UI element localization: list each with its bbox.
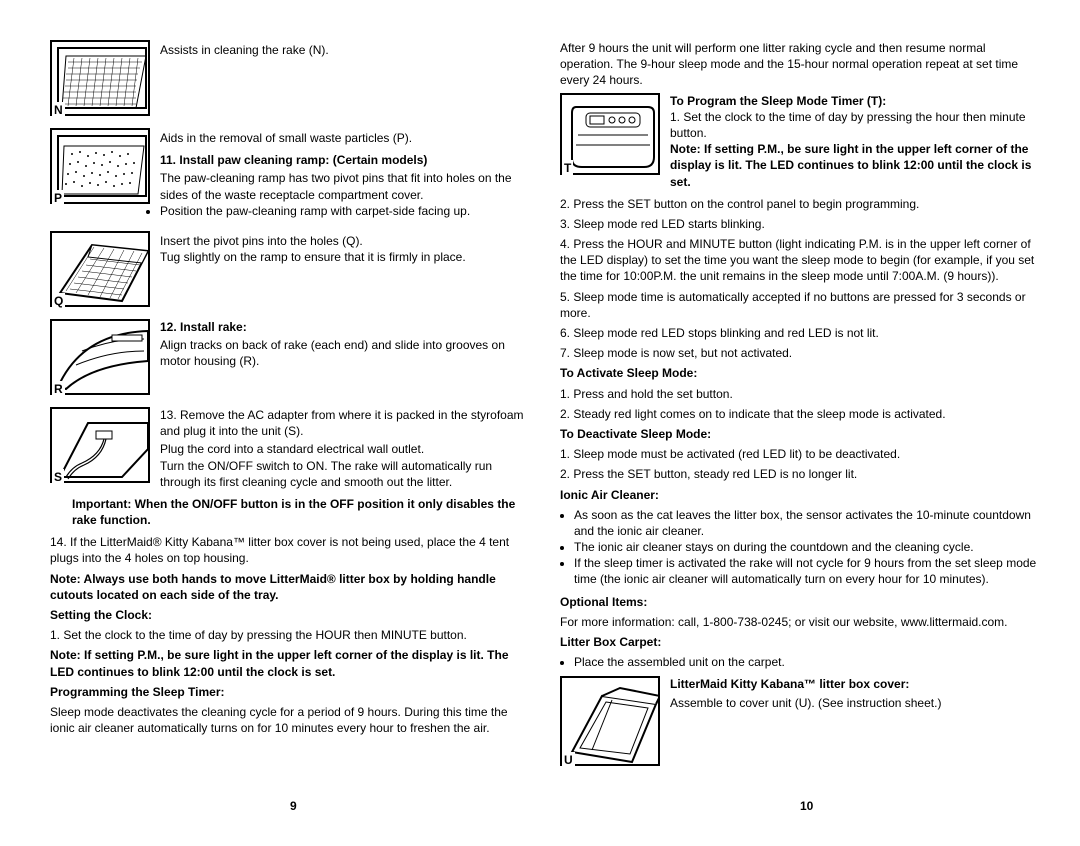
figure-r: R [50,319,150,395]
figure-p-label: P [52,190,64,206]
heading-carpet: Litter Box Carpet: [560,634,1040,650]
program-2: 2. Press the SET button on the control p… [560,196,1040,212]
ionic-1: As soon as the cat leaves the litter box… [574,507,1040,539]
figure-s: S [50,407,150,483]
heading-ionic: Ionic Air Cleaner: [560,487,1040,503]
section-r: R 12. Install rake: Align tracks on back… [50,319,530,401]
figure-r-label: R [52,381,65,397]
step14-text: 14. If the LitterMaid® Kitty Kabana™ lit… [50,534,530,566]
figure-s-label: S [52,469,64,485]
heading-setclock: Setting the Clock: [50,607,530,623]
sleep-text: Sleep mode deactivates the cleaning cycl… [50,704,530,736]
program-6: 6. Sleep mode red LED stops blinking and… [560,325,1040,341]
section-n: N Assists in cleaning the rake (N). [50,40,530,122]
program-4: 4. Press the HOUR and MINUTE button (lig… [560,236,1040,285]
ionic-2: The ionic air cleaner stays on during th… [574,539,1040,555]
intro-text: After 9 hours the unit will perform one … [560,40,1040,89]
bullet-position: Position the paw-cleaning ramp with carp… [64,203,530,219]
page-left: N Assists in cleaning the rake (N). P Ai… [50,40,530,810]
optional-text: For more information: call, 1-800-738-02… [560,614,1040,630]
important-off: Important: When the ON/OFF button is in … [50,496,530,528]
figure-u: U [560,676,660,766]
heading-optional: Optional Items: [560,594,1040,610]
program-7: 7. Sleep mode is now set, but not activa… [560,345,1040,361]
section-t: T To Program the Sleep Mode Timer (T): 1… [560,93,1040,190]
figure-u-label: U [562,752,575,768]
heading-deactivate: To Deactivate Sleep Mode: [560,426,1040,442]
activate-2: 2. Steady red light comes on to indicate… [560,406,1040,422]
figure-q-label: Q [52,293,65,309]
figure-n-label: N [52,102,65,118]
note-pm: Note: If setting P.M., be sure light in … [50,647,530,679]
figure-q: Q [50,231,150,307]
page-right: After 9 hours the unit will perform one … [560,40,1040,810]
activate-1: 1. Press and hold the set button. [560,386,1040,402]
deactivate-2: 2. Press the SET button, steady red LED … [560,466,1040,482]
deactivate-1: 1. Sleep mode must be activated (red LED… [560,446,1040,462]
program-5: 5. Sleep mode time is automatically acce… [560,289,1040,321]
heading-sleeptimer: Programming the Sleep Timer: [50,684,530,700]
page-number-left: 9 [290,798,297,814]
ionic-3: If the sleep timer is activated the rake… [574,555,1040,587]
heading-activate: To Activate Sleep Mode: [560,365,1040,381]
program-3: 3. Sleep mode red LED starts blinking. [560,216,1040,232]
note-hands: Note: Always use both hands to move Litt… [50,571,530,603]
figure-t: T [560,93,660,175]
figure-p: P [50,128,150,204]
section-s: S 13. Remove the AC adapter from where i… [50,407,530,528]
setclock-1: 1. Set the clock to the time of day by p… [50,627,530,643]
figure-t-label: T [562,160,573,176]
figure-n: N [50,40,150,116]
page-number-right: 10 [800,798,813,814]
section-p: P Aids in the removal of small waste par… [50,128,530,225]
section-u: U LitterMaid Kitty Kabana™ litter box co… [560,676,1040,772]
section-q: Q Insert the pivot pins into the holes (… [50,231,530,313]
carpet-1: Place the assembled unit on the carpet. [574,654,1040,670]
